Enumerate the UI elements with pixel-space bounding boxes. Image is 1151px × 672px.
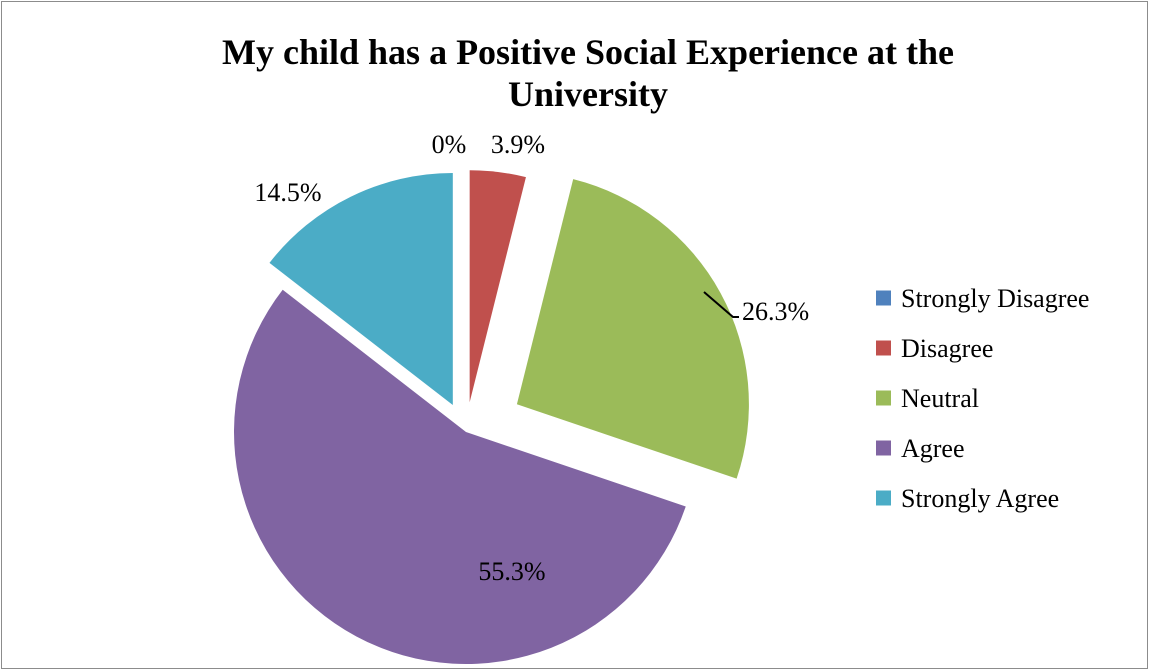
leader-lines <box>703 291 739 318</box>
data-label-disagree: 3.9% <box>491 130 545 159</box>
pie-slice-disagree <box>469 170 526 403</box>
legend-swatch-agree <box>876 440 891 456</box>
legend-swatch-neutral <box>876 390 891 406</box>
data-label-strongly-disagree: 0% <box>432 130 467 159</box>
pie-slice-neutral <box>516 179 749 479</box>
data-label-neutral: 26.3% <box>742 297 809 326</box>
legend-swatch-disagree <box>876 340 891 356</box>
data-label-strongly-agree: 14.5% <box>254 178 321 207</box>
pie-slice-agree <box>233 289 686 665</box>
legend-swatch-strongly-agree <box>876 490 891 506</box>
data-labels: 0% 3.9% 26.3% 55.3% 14.5% <box>254 130 809 586</box>
chart-title-line-2: University <box>508 74 668 114</box>
legend-label-strongly-agree: Strongly Agree <box>901 484 1059 513</box>
legend-label-disagree: Disagree <box>901 334 993 363</box>
legend: Strongly Disagree Disagree Neutral Agree Str… <box>876 284 1089 513</box>
pie-slices <box>233 170 749 665</box>
legend-swatch-strongly-disagree <box>876 290 891 306</box>
legend-label-neutral: Neutral <box>901 384 979 413</box>
chart-title-line-1: My child has a Positive Social Experienc… <box>222 32 954 72</box>
pie-slice-strongly-agree <box>269 173 453 406</box>
leader-line-neutral <box>703 291 739 318</box>
legend-label-agree: Agree <box>901 434 965 463</box>
data-label-agree: 55.3% <box>478 557 545 586</box>
legend-label-strongly-disagree: Strongly Disagree <box>901 284 1089 313</box>
